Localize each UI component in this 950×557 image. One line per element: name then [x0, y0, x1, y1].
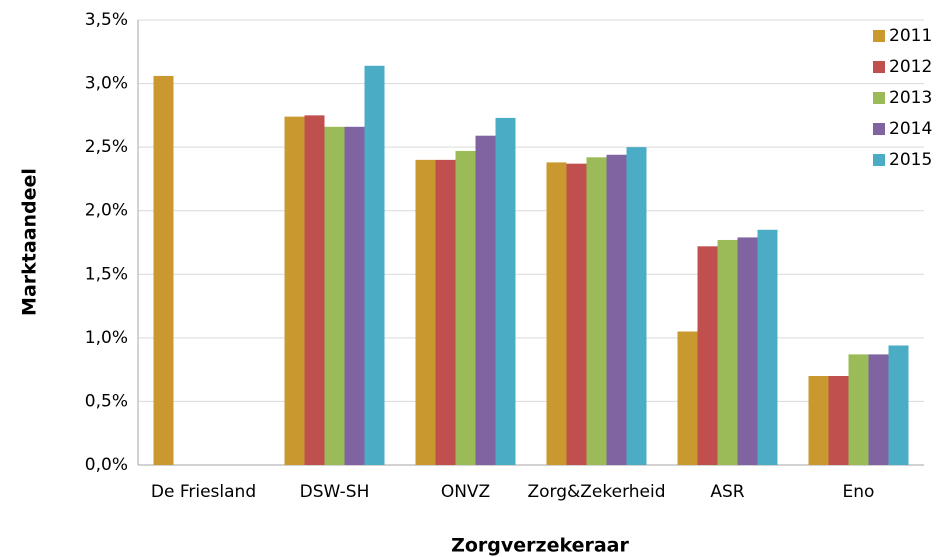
bar: [475, 135, 496, 465]
bar: [435, 159, 456, 465]
x-tick-label: ONVZ: [441, 482, 490, 502]
bar: [717, 239, 738, 465]
x-tick-label: ASR: [710, 482, 744, 502]
bar: [546, 162, 567, 465]
bar: [364, 65, 385, 466]
legend-label: 2014: [889, 119, 932, 139]
legend-label: 2012: [889, 57, 932, 77]
x-axis-title: Zorgverzekeraar: [451, 535, 629, 557]
bar: [737, 237, 758, 465]
y-tick-label: 3,0%: [85, 74, 128, 94]
legend-label: 2011: [889, 26, 932, 46]
legend-swatch: [873, 30, 885, 42]
bar: [888, 345, 909, 465]
bar: [848, 354, 869, 465]
y-axis-title: Marktaandeel: [19, 168, 41, 316]
bar: [808, 376, 829, 465]
bar: [495, 117, 516, 466]
legend-swatch: [873, 92, 885, 104]
y-tick-label: 3,5%: [85, 10, 128, 30]
x-tick-label: Zorg&Zekerheid: [527, 482, 665, 502]
legend-label: 2013: [889, 88, 932, 108]
x-tick-label: Eno: [843, 482, 875, 502]
y-tick-label: 2,0%: [85, 201, 128, 221]
bar: [677, 331, 698, 465]
y-tick-label: 1,5%: [85, 264, 128, 284]
legend-swatch: [873, 123, 885, 135]
bar: [626, 147, 647, 465]
y-tick-label: 0,5%: [85, 391, 128, 411]
y-tick-label: 0,0%: [85, 455, 128, 475]
bar: [153, 75, 174, 465]
bar: [586, 157, 607, 466]
bar: [868, 354, 889, 465]
x-tick-label: DSW-SH: [300, 482, 370, 502]
y-tick-label: 1,0%: [85, 328, 128, 348]
bar: [606, 154, 627, 465]
bar: [415, 159, 436, 465]
bar: [455, 150, 476, 465]
y-tick-label: 2,5%: [85, 137, 128, 157]
bar: [757, 229, 778, 465]
x-tick-label: De Friesland: [151, 482, 256, 502]
legend-swatch: [873, 154, 885, 166]
legend-label: 2015: [889, 150, 932, 170]
bar: [304, 115, 325, 465]
bar: [566, 163, 587, 465]
bar: [284, 116, 305, 465]
bar: [828, 376, 849, 465]
bar: [344, 126, 365, 466]
legend-swatch: [873, 61, 885, 73]
bar: [697, 246, 718, 465]
bar: [324, 126, 345, 466]
